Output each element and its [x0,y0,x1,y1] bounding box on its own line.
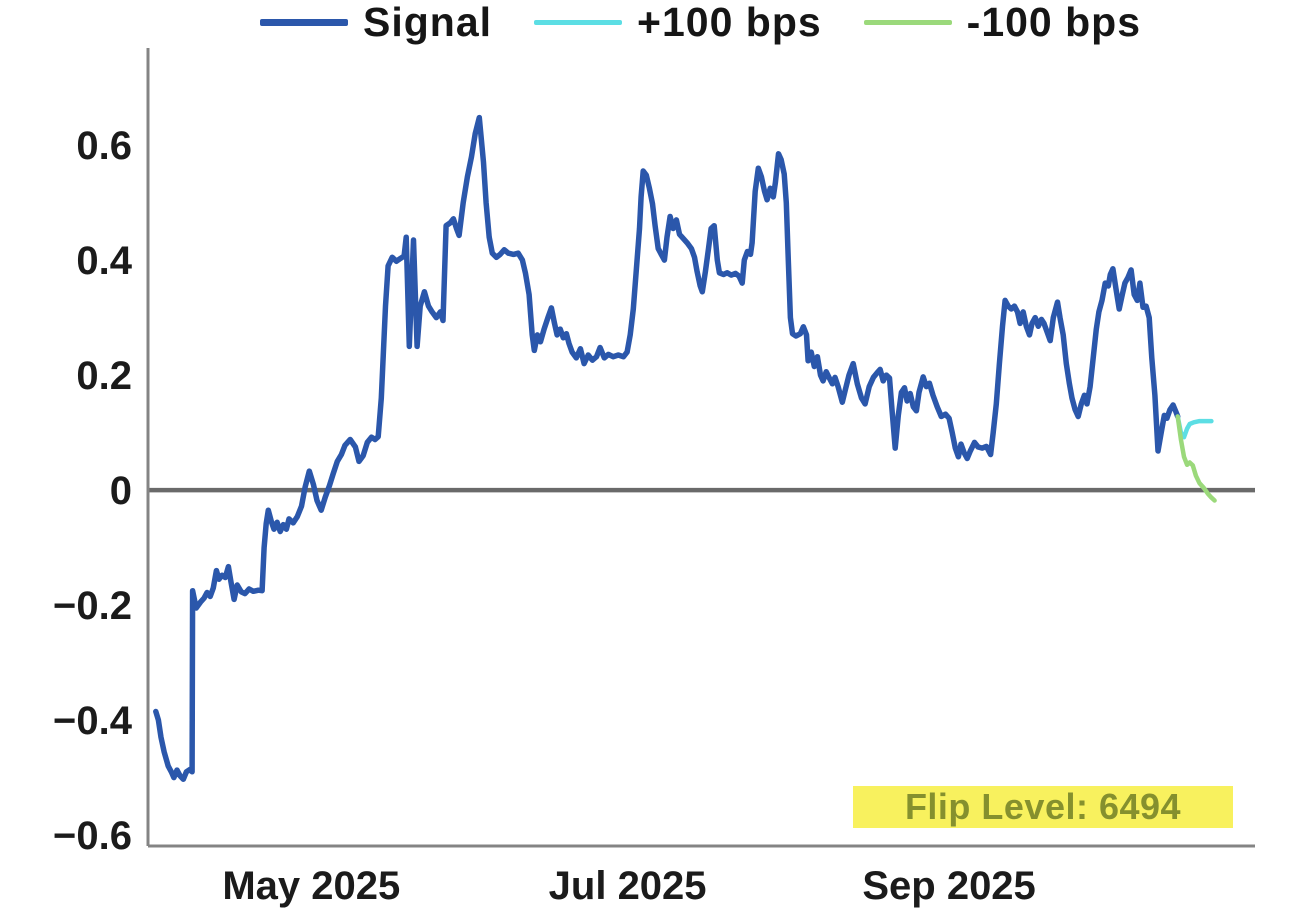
legend-item-signal: Signal [260,0,492,46]
legend-item-plus-100bps: +100 bps [534,0,822,46]
legend-item-minus-100bps: -100 bps [863,0,1142,46]
legend-label-minus-100bps: -100 bps [966,0,1142,45]
y-tick-label: −0.2 [53,584,132,628]
minus-100bps-line [1175,414,1217,503]
flip-level-annotation: Flip Level: 6494 [853,786,1233,828]
y-tick-label: 0.2 [76,354,132,398]
y-tick-label: 0.6 [76,124,132,168]
signal-line [153,114,1181,783]
legend-label-plus-100bps: +100 bps [637,0,822,45]
x-tick-label: May 2025 [222,864,400,908]
y-tick-label: 0.4 [76,239,132,283]
y-tick-label: −0.4 [53,699,133,743]
legend-label-signal: Signal [363,0,493,45]
legend: Signal +100 bps -100 bps [260,0,1142,46]
y-tick-label: −0.6 [53,814,132,858]
legend-swatch-signal-icon [260,18,348,26]
legend-swatch-minus-100bps-icon [863,19,952,25]
plus-100bps-line [1175,414,1214,440]
legend-swatch-plus-100bps-icon [534,19,623,25]
x-tick-label: Sep 2025 [862,864,1035,908]
x-tick-label: Jul 2025 [549,864,707,908]
y-tick-label: 0 [110,469,132,513]
